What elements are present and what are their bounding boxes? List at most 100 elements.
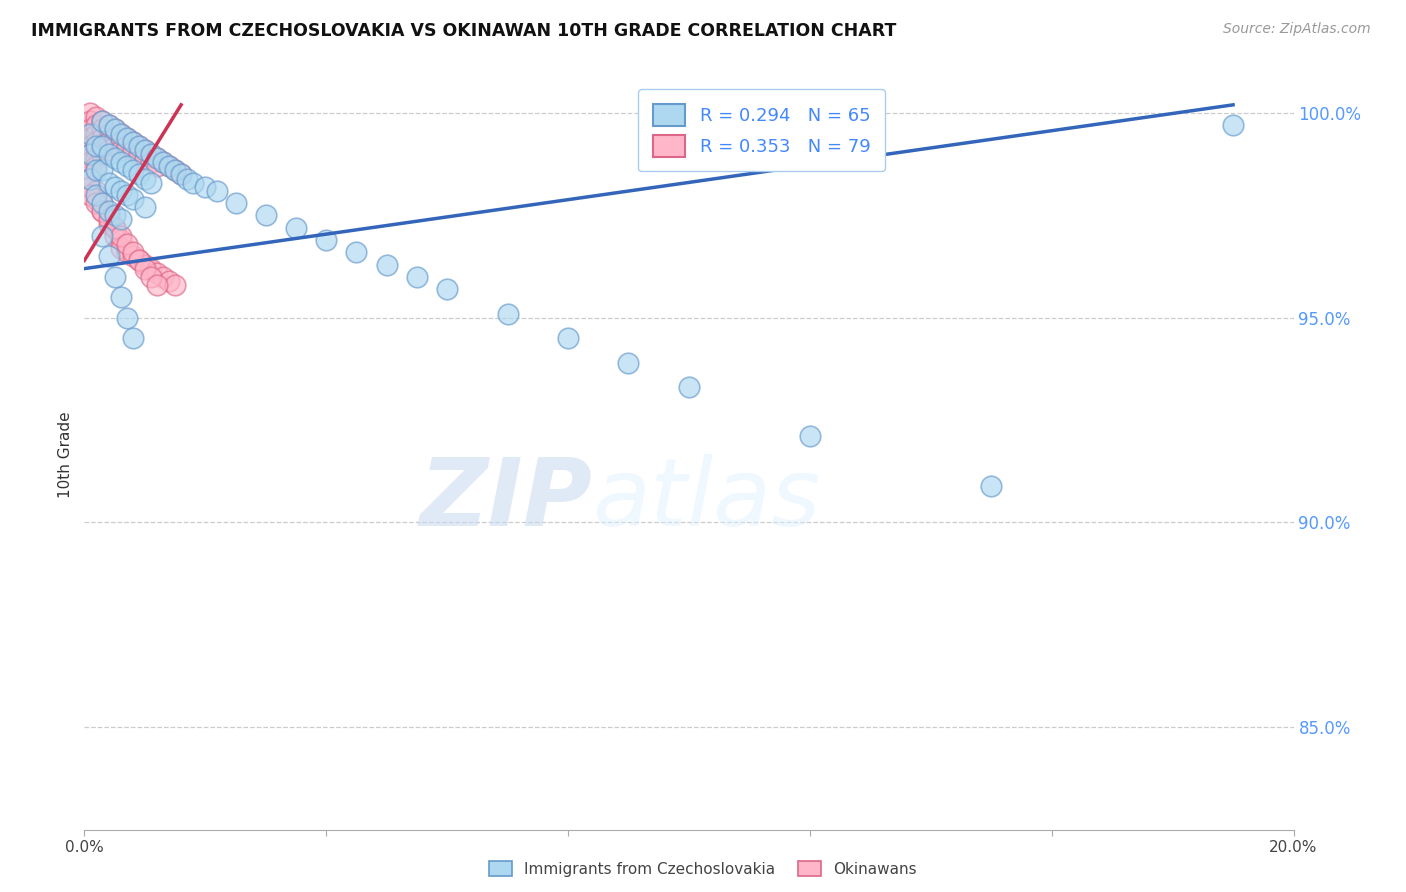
Point <box>97 249 120 263</box>
Y-axis label: 10th Grade: 10th Grade <box>58 411 73 499</box>
Point <box>104 208 127 222</box>
Point <box>110 184 132 198</box>
Point <box>86 151 108 165</box>
Point <box>86 135 108 149</box>
Point <box>375 258 398 272</box>
Point <box>110 127 132 141</box>
Point <box>104 269 127 284</box>
Point <box>110 228 132 243</box>
Point <box>134 143 156 157</box>
Point <box>86 184 108 198</box>
Point <box>79 147 101 161</box>
Point <box>97 176 120 190</box>
Point <box>86 159 108 173</box>
Point <box>254 208 277 222</box>
Point <box>165 163 187 178</box>
Point <box>104 130 127 145</box>
Point <box>86 143 108 157</box>
Point <box>170 168 193 182</box>
Point <box>110 143 132 157</box>
Point <box>104 122 127 136</box>
Point <box>115 245 138 260</box>
Point <box>121 135 143 149</box>
Point <box>285 220 308 235</box>
Point <box>86 138 108 153</box>
Point <box>115 310 138 325</box>
Point <box>91 163 114 178</box>
Point <box>110 135 132 149</box>
Point <box>79 130 101 145</box>
Point <box>346 245 368 260</box>
Point <box>86 192 108 206</box>
Point <box>128 253 150 268</box>
Point <box>165 163 187 178</box>
Point <box>86 196 108 211</box>
Point <box>139 147 162 161</box>
Point <box>110 241 132 255</box>
Point <box>97 204 120 219</box>
Point <box>134 200 156 214</box>
Point <box>91 138 114 153</box>
Point <box>79 188 101 202</box>
Point <box>128 168 150 182</box>
Point <box>104 122 127 136</box>
Point <box>128 138 150 153</box>
Point <box>170 168 193 182</box>
Point <box>97 143 120 157</box>
Point <box>146 151 169 165</box>
Point <box>406 269 429 284</box>
Point <box>146 151 169 165</box>
Point <box>980 478 1002 492</box>
Point <box>110 233 132 247</box>
Point <box>134 171 156 186</box>
Text: IMMIGRANTS FROM CZECHOSLOVAKIA VS OKINAWAN 10TH GRADE CORRELATION CHART: IMMIGRANTS FROM CZECHOSLOVAKIA VS OKINAW… <box>31 22 896 40</box>
Point <box>128 147 150 161</box>
Point <box>97 217 120 231</box>
Point <box>86 127 108 141</box>
Point <box>79 163 101 178</box>
Point <box>496 307 519 321</box>
Point <box>194 179 217 194</box>
Point <box>146 159 169 173</box>
Point <box>104 151 127 165</box>
Point <box>79 155 101 169</box>
Point <box>97 212 120 227</box>
Point <box>121 331 143 345</box>
Text: atlas: atlas <box>592 454 821 545</box>
Point <box>165 278 187 293</box>
Point <box>115 237 138 252</box>
Point <box>79 171 101 186</box>
Point <box>91 122 114 136</box>
Point <box>799 429 821 443</box>
Point <box>617 356 640 370</box>
Point <box>110 212 132 227</box>
Point <box>91 138 114 153</box>
Point <box>79 127 101 141</box>
Point <box>128 138 150 153</box>
Point <box>121 135 143 149</box>
Point <box>104 179 127 194</box>
Point <box>79 122 101 136</box>
Point <box>121 192 143 206</box>
Point <box>152 155 174 169</box>
Point <box>104 220 127 235</box>
Point <box>157 159 180 173</box>
Point <box>97 118 120 132</box>
Point <box>207 184 229 198</box>
Point <box>157 274 180 288</box>
Point <box>91 114 114 128</box>
Point <box>225 196 247 211</box>
Point <box>97 208 120 222</box>
Point <box>91 130 114 145</box>
Point <box>79 138 101 153</box>
Point <box>152 155 174 169</box>
Point <box>110 127 132 141</box>
Point <box>104 220 127 235</box>
Point <box>139 269 162 284</box>
Point <box>121 249 143 263</box>
Point <box>86 188 108 202</box>
Point <box>86 118 108 132</box>
Point <box>152 269 174 284</box>
Point <box>91 204 114 219</box>
Point <box>115 130 138 145</box>
